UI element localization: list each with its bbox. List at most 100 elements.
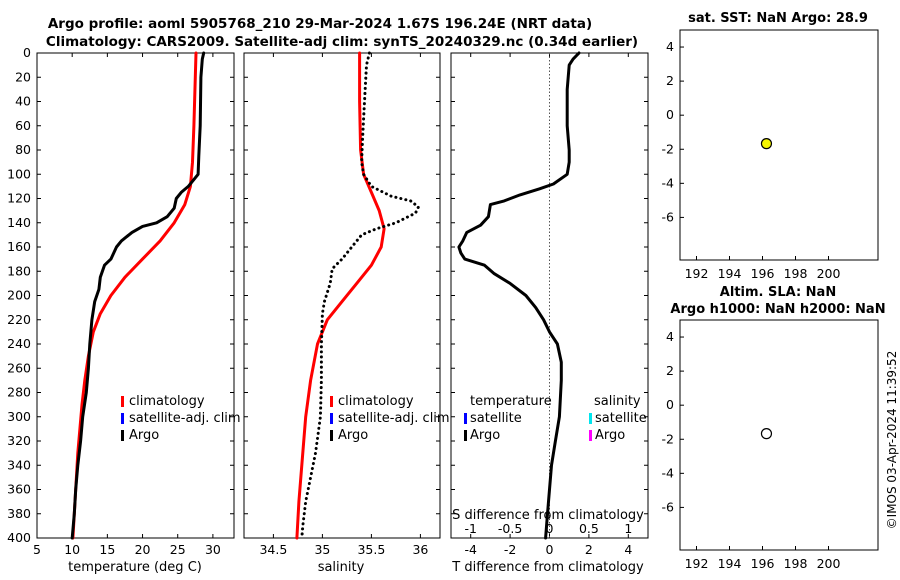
legend-swatch-t-satellite — [464, 413, 467, 424]
x-tick-label: 194 — [718, 556, 742, 571]
x-tick-label: 10 — [64, 542, 80, 557]
s-diff-tick-label: -1 — [464, 521, 476, 536]
x-tick-label: 34.5 — [259, 542, 287, 557]
temperature-xlabel: temperature (deg C) — [68, 560, 202, 575]
y-tick-label: 280 — [7, 385, 31, 400]
legend-temperature-title: temperature — [470, 394, 552, 409]
y-tick-label: 160 — [7, 239, 31, 254]
salinity-xlabel: salinity — [318, 560, 365, 575]
difference-panel: -4 -2 0 2 4 -1 -0.5 0 0.5 1 — [450, 51, 649, 557]
salinity-line-argo — [300, 51, 420, 540]
difference-legend: temperature salinity satellite Argo sate… — [464, 394, 647, 443]
x-tick-label: 196 — [751, 556, 775, 571]
legend-swatch-argo — [330, 430, 333, 441]
y-tick-label: 40 — [15, 94, 31, 109]
x-tick-label: 198 — [784, 556, 808, 571]
float-location-marker — [760, 138, 773, 150]
x-tick-label: 35 — [314, 542, 330, 557]
y-tick-label: 4 — [666, 39, 674, 54]
x-tick-label: 2 — [585, 542, 593, 557]
temperature-line-argo — [70, 51, 206, 540]
legend-swatch-satellite — [121, 413, 124, 424]
legend-swatch-s-argo — [589, 430, 592, 441]
y-tick-label: 380 — [7, 506, 31, 521]
x-tick-label: 0 — [546, 542, 554, 557]
sla-map-panel: 192 194 196 198 200 4 2 0 -2 -4 -6 — [662, 319, 879, 571]
temperature-legend: climatology satellite-adj. clim Argo — [121, 394, 241, 443]
temperature-panel: 0 20 40 60 80 100 120 140 160 180 200 220 240 260 280 3… — [7, 45, 235, 557]
y-tick-label: 200 — [7, 288, 31, 303]
x-tick-label: 192 — [685, 266, 709, 281]
x-tick-label: 30 — [205, 542, 221, 557]
s-diff-tick-label: 0 — [546, 521, 554, 536]
legend-label-climatology: climatology — [338, 394, 414, 409]
x-tick-label: 196 — [751, 266, 775, 281]
legend-salinity-title: salinity — [594, 394, 641, 409]
x-tick-label: -2 — [504, 542, 516, 557]
figure-title-line1: Argo profile: aoml 5905768_210 29-Mar-20… — [48, 16, 592, 32]
y-tick-label: 2 — [666, 363, 674, 378]
x-tick-label: 35.5 — [357, 542, 385, 557]
y-tick-label: 400 — [7, 530, 31, 545]
x-tick-label: 200 — [817, 556, 841, 571]
imos-credit: ©IMOS 03-Apr-2024 11:39:52 — [885, 351, 899, 530]
sla-title-line2: Argo h1000: NaN h2000: NaN — [670, 302, 885, 317]
x-tick-label: 198 — [784, 266, 808, 281]
salinity-panel: 34.5 35 35.5 36 — [243, 51, 441, 557]
legend-label-argo: Argo — [338, 428, 368, 443]
x-tick-label: 192 — [685, 556, 709, 571]
y-tick-label: 220 — [7, 312, 31, 327]
legend-swatch-satellite — [330, 413, 333, 424]
legend-swatch-argo — [121, 430, 124, 441]
sla-frame — [679, 319, 879, 551]
sst-frame — [679, 29, 879, 261]
difference-xlabel: T difference from climatology — [451, 560, 644, 575]
sst-title: sat. SST: NaN Argo: 28.9 — [688, 11, 868, 26]
x-tick-label: 36 — [412, 542, 428, 557]
y-tick-label: 320 — [7, 433, 31, 448]
legend-label-satellite: satellite-adj. clim — [338, 411, 450, 426]
x-tick-label: 5 — [33, 542, 41, 557]
y-tick-label: -4 — [662, 465, 675, 480]
y-tick-label: 340 — [7, 457, 31, 472]
y-tick-label: 140 — [7, 215, 31, 230]
x-tick-label: 4 — [624, 542, 632, 557]
y-tick-label: 60 — [15, 118, 31, 133]
s-diff-tick-label: -0.5 — [498, 521, 522, 536]
figure-title-line2: Climatology: CARS2009. Satellite-adj cli… — [46, 34, 638, 50]
x-tick-label: 15 — [99, 542, 115, 557]
salinity-frame — [243, 52, 441, 539]
temperature-frame — [36, 52, 235, 539]
legend-swatch-t-argo — [464, 430, 467, 441]
y-tick-label: 4 — [666, 329, 674, 344]
y-tick-label: 100 — [7, 166, 31, 181]
y-tick-label: 0 — [666, 107, 674, 122]
s-diff-tick-label: 0.5 — [579, 521, 599, 536]
salinity-legend: climatology satellite-adj. clim Argo — [330, 394, 450, 443]
sla-title-line1: Altim. SLA: NaN — [720, 285, 836, 300]
legend-label-satellite: satellite-adj. clim — [129, 411, 241, 426]
x-tick-label: 200 — [817, 266, 841, 281]
y-tick-label: 180 — [7, 263, 31, 278]
y-tick-label: 360 — [7, 482, 31, 497]
y-tick-label: 20 — [15, 69, 31, 84]
y-tick-label: -4 — [662, 175, 675, 190]
legend-swatch-climatology — [121, 396, 124, 407]
x-tick-label: 20 — [135, 542, 151, 557]
y-tick-label: 120 — [7, 191, 31, 206]
y-tick-label: 80 — [15, 142, 31, 157]
legend-label-t-argo: Argo — [470, 428, 500, 443]
y-tick-label: 240 — [7, 336, 31, 351]
temperature-line-climatology — [71, 51, 198, 540]
legend-label-argo: Argo — [129, 428, 159, 443]
legend-swatch-s-satellite — [589, 413, 592, 424]
y-tick-label: -6 — [662, 209, 675, 224]
float-location-marker — [760, 428, 773, 440]
legend-label-s-argo: Argo — [595, 428, 625, 443]
legend-label-climatology: climatology — [129, 394, 205, 409]
y-tick-label: 0 — [666, 397, 674, 412]
difference-top-label: S difference from climatology — [452, 508, 644, 523]
y-tick-label: 2 — [666, 73, 674, 88]
salinity-line-climatology — [295, 51, 386, 540]
